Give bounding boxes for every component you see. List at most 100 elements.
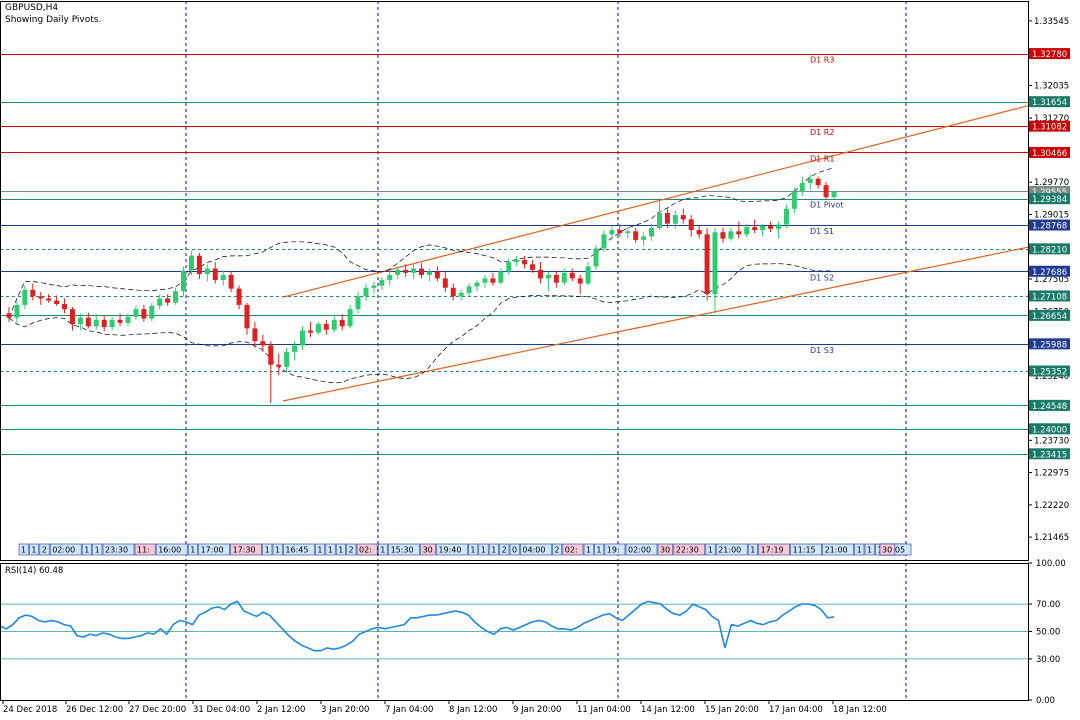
channel-upper-line <box>282 105 1029 298</box>
level-tag <box>1029 120 1070 132</box>
candle-body <box>117 319 123 323</box>
rsi-y-tick-label: 30.00 <box>1036 655 1060 665</box>
pivot-label: D1 R1 <box>810 154 834 163</box>
session-tag-label: 1 <box>31 546 36 555</box>
candle-body <box>300 330 306 346</box>
candle-body <box>696 230 702 235</box>
session-tag <box>747 543 758 556</box>
y-tick-label: 1.33545 <box>1034 17 1069 27</box>
candle-body <box>38 296 44 299</box>
candle-body <box>284 351 290 367</box>
session-tag <box>499 543 510 556</box>
session-tag <box>155 543 188 556</box>
session-tag-label: 30 <box>660 546 670 555</box>
session-tag <box>657 543 674 556</box>
session-tag-label: 1 <box>857 546 862 555</box>
level-tag-label: 1.24000 <box>1032 425 1067 435</box>
y-tick-label: 1.22975 <box>1034 469 1069 479</box>
candle-body <box>141 309 147 319</box>
x-tick-label: 18 Jan 12:00 <box>833 705 887 715</box>
session-tag-label: 11:15 <box>793 546 816 555</box>
session-tag <box>134 543 156 556</box>
session-tag <box>39 543 50 556</box>
level-tag <box>1029 265 1070 277</box>
candle-body <box>85 317 91 327</box>
x-tick-label: 24 Dec 2018 <box>3 705 57 715</box>
candle-body <box>252 328 258 342</box>
candle-body <box>331 319 337 330</box>
candle-body <box>371 285 377 288</box>
x-tick-label: 8 Jan 12:00 <box>449 705 497 715</box>
candle-body <box>411 268 417 273</box>
level-tag <box>1029 96 1070 108</box>
candle-body <box>545 274 551 279</box>
candle-body <box>22 289 28 305</box>
candle-body <box>157 298 163 306</box>
candle-body <box>561 272 567 283</box>
candle-body <box>347 309 353 327</box>
session-tag <box>436 543 468 556</box>
level-tag-label: 1.32780 <box>1032 50 1067 60</box>
candle-body <box>307 330 313 333</box>
candle-body <box>537 269 543 279</box>
session-tag <box>230 543 262 556</box>
level-tag <box>1029 243 1070 255</box>
candle-body <box>419 268 424 275</box>
candle-body <box>775 224 781 229</box>
candle-body <box>656 212 662 228</box>
session-tag-label: 1 <box>338 546 343 555</box>
x-tick-label: 17 Jan 04:00 <box>769 705 823 715</box>
candle-body <box>736 231 742 235</box>
candle-body <box>14 304 20 318</box>
x-tick-label: 3 Jan 20:00 <box>321 705 369 715</box>
candle-body <box>601 234 607 249</box>
level-tag <box>1029 48 1070 60</box>
pivot-label: D1 Pivot <box>810 201 843 210</box>
level-tag <box>1029 193 1070 205</box>
candle-body <box>799 183 805 192</box>
session-tag <box>790 543 822 556</box>
level-tag-label: 1.24548 <box>1032 402 1067 412</box>
level-tag-label: 1.27108 <box>1032 292 1067 302</box>
level-tag-label: 1.26654 <box>1032 312 1067 322</box>
session-tag-label: 1 <box>265 546 270 555</box>
session-tag-label: 30 <box>882 546 892 555</box>
level-tag <box>1029 338 1070 350</box>
session-tag <box>18 543 29 556</box>
candle-body <box>768 225 774 229</box>
session-tag <box>864 543 875 556</box>
session-tag <box>315 543 326 556</box>
x-tick-label: 11 Jan 04:00 <box>577 705 631 715</box>
candle-body <box>387 274 393 281</box>
level-tag <box>1029 365 1070 377</box>
candle-body <box>585 266 591 284</box>
level-tag <box>1029 219 1070 231</box>
candle-body <box>77 317 83 325</box>
candle-body <box>728 231 734 239</box>
candle-body <box>133 309 139 317</box>
candle-body <box>498 271 504 283</box>
session-tag-label: 1 <box>84 546 89 555</box>
level-tag <box>1029 399 1070 411</box>
candle-body <box>530 264 536 270</box>
y-tick-label: 1.32035 <box>1034 81 1069 91</box>
session-tag <box>854 543 865 556</box>
session-tag-label: 1 <box>317 546 322 555</box>
session-tag-label: 1 <box>95 546 100 555</box>
rsi-line <box>0 600 835 652</box>
session-tag <box>520 543 552 556</box>
session-tag-label: 1 <box>380 546 385 555</box>
session-tag-label: 02: <box>565 546 578 555</box>
candle-body <box>204 268 210 275</box>
session-tag <box>187 543 198 556</box>
candle-body <box>212 268 218 281</box>
rsi-y-tick-label: 0.00 <box>1036 696 1055 706</box>
session-tag <box>346 543 357 556</box>
envelope-lower <box>8 263 835 384</box>
pivot-label: D1 S1 <box>810 227 834 236</box>
candle-body <box>109 319 115 328</box>
session-tag-label: 21:00 <box>718 546 741 555</box>
candle-body <box>276 364 282 367</box>
